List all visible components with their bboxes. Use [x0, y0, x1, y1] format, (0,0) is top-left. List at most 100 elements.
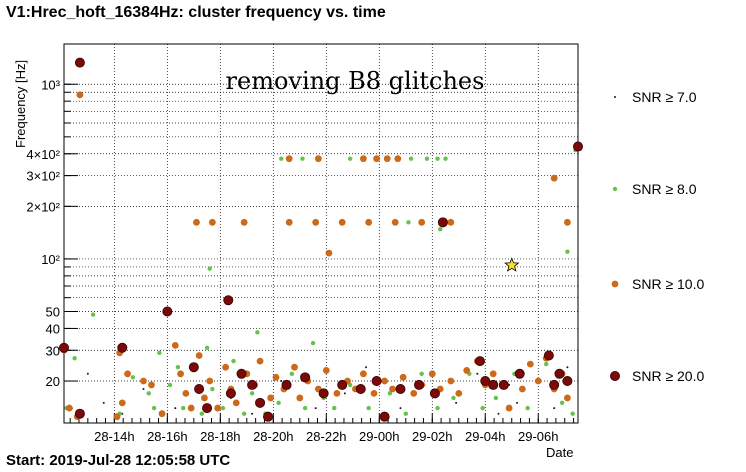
data-point	[564, 394, 571, 402]
data-point	[526, 360, 534, 368]
data-point	[74, 408, 85, 419]
data-point	[255, 397, 266, 408]
data-point	[476, 372, 479, 375]
x-tick-label: 29-00h	[359, 429, 399, 444]
data-point	[435, 405, 440, 411]
data-point	[370, 389, 378, 397]
data-point	[72, 356, 77, 361]
data-point	[403, 411, 408, 416]
data-point	[281, 379, 292, 390]
data-point	[355, 384, 366, 395]
chart-title: V1:Hrec_hoft_16384Hz: cluster frequency …	[6, 4, 386, 21]
data-point	[175, 364, 181, 370]
data-point	[325, 249, 333, 257]
data-point	[534, 377, 542, 385]
data-point	[525, 405, 530, 411]
data-point	[566, 366, 569, 369]
data-point	[157, 350, 162, 356]
data-point	[399, 373, 407, 381]
data-point	[408, 156, 414, 161]
data-point	[347, 156, 353, 161]
data-point	[514, 368, 525, 379]
data-point	[222, 363, 230, 371]
data-point	[570, 411, 575, 416]
data-points	[59, 57, 584, 422]
data-point	[194, 384, 205, 395]
data-point	[236, 368, 247, 379]
data-point	[276, 400, 281, 406]
x-tick-label: 28-14h	[94, 429, 134, 444]
data-point	[559, 400, 565, 406]
data-point	[371, 376, 382, 387]
data-point	[247, 379, 258, 390]
data-point	[130, 375, 136, 380]
data-point	[193, 218, 200, 226]
data-point	[255, 330, 260, 335]
y-tick-label: 30	[46, 343, 60, 358]
data-point	[505, 404, 513, 412]
data-point	[65, 404, 73, 412]
data-point	[493, 395, 499, 401]
data-point	[223, 295, 234, 306]
data-point	[554, 368, 565, 379]
data-point	[437, 217, 448, 228]
data-point	[121, 412, 124, 415]
y-tick-label: 50	[46, 305, 60, 320]
annotation-text: removing B8 glitches	[226, 67, 485, 95]
data-point	[553, 407, 556, 410]
data-point	[394, 155, 402, 163]
star-marker	[504, 257, 520, 272]
data-point	[387, 391, 393, 396]
data-point	[562, 376, 573, 387]
data-point	[210, 386, 215, 392]
data-point	[187, 404, 195, 412]
data-point	[338, 218, 346, 226]
x-tick-label: 28-22h	[306, 429, 346, 444]
data-point	[443, 156, 448, 161]
data-point	[102, 401, 105, 404]
data-point	[140, 377, 147, 385]
data-point	[447, 377, 455, 385]
data-point	[314, 407, 317, 410]
data-point	[573, 141, 584, 152]
data-point	[447, 218, 455, 226]
data-point	[225, 388, 236, 399]
ticks: 28-14h 28-16h 28-18h 28-20h 28-22h 29-00h 29-0…	[26, 77, 575, 444]
data-point	[124, 370, 131, 378]
data-point	[418, 218, 426, 226]
data-point	[202, 403, 213, 414]
data-point	[249, 391, 255, 396]
legend-marker	[610, 370, 621, 381]
y-tick-label: 4×10²	[26, 147, 60, 162]
data-point	[379, 411, 390, 422]
legend-label: SNR ≥ 10.0	[632, 276, 704, 292]
data-point	[314, 155, 322, 163]
data-point	[272, 373, 280, 381]
y-axis-title: Frequency [Hz]	[13, 60, 28, 148]
data-point	[199, 411, 204, 416]
data-point	[263, 411, 274, 422]
data-point	[118, 399, 126, 407]
data-point	[373, 155, 381, 163]
y-tick-label: 20	[46, 374, 60, 389]
data-point	[480, 405, 485, 411]
data-point	[181, 405, 186, 411]
plot-frame	[63, 43, 579, 424]
data-point	[312, 218, 320, 226]
x-tick-label: 29-04h	[465, 429, 505, 444]
data-point	[171, 341, 179, 349]
data-point	[410, 389, 418, 397]
data-point	[206, 377, 214, 385]
data-point	[142, 388, 145, 391]
data-point	[518, 385, 526, 393]
data-point	[424, 156, 430, 161]
data-point	[267, 394, 275, 402]
data-point	[195, 352, 203, 359]
data-point	[365, 218, 373, 226]
data-point	[302, 405, 308, 411]
data-point	[291, 363, 298, 371]
data-point	[414, 379, 425, 390]
data-point	[296, 394, 304, 402]
legend-label: SNR ≥ 20.0	[632, 368, 704, 384]
